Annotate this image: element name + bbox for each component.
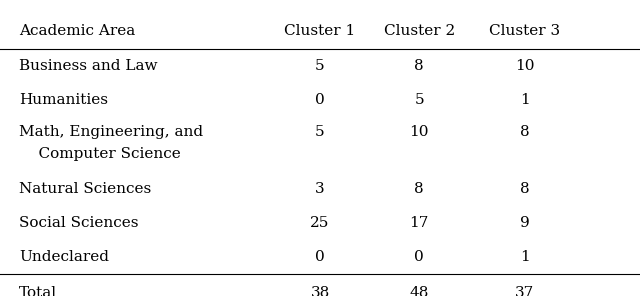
Text: Total: Total xyxy=(19,286,58,296)
Text: Business and Law: Business and Law xyxy=(19,59,157,73)
Text: Cluster 2: Cluster 2 xyxy=(383,24,455,38)
Text: Humanities: Humanities xyxy=(19,93,108,107)
Text: 9: 9 xyxy=(520,216,530,230)
Text: Cluster 1: Cluster 1 xyxy=(284,24,356,38)
Text: 5: 5 xyxy=(315,125,325,139)
Text: 38: 38 xyxy=(310,286,330,296)
Text: 0: 0 xyxy=(315,250,325,264)
Text: 0: 0 xyxy=(414,250,424,264)
Text: Computer Science: Computer Science xyxy=(19,147,181,161)
Text: Math, Engineering, and: Math, Engineering, and xyxy=(19,125,204,139)
Text: Natural Sciences: Natural Sciences xyxy=(19,182,152,196)
Text: Social Sciences: Social Sciences xyxy=(19,216,139,230)
Text: 10: 10 xyxy=(410,125,429,139)
Text: 17: 17 xyxy=(410,216,429,230)
Text: 8: 8 xyxy=(414,59,424,73)
Text: 5: 5 xyxy=(414,93,424,107)
Text: Undeclared: Undeclared xyxy=(19,250,109,264)
Text: 25: 25 xyxy=(310,216,330,230)
Text: 1: 1 xyxy=(520,93,530,107)
Text: Cluster 3: Cluster 3 xyxy=(489,24,561,38)
Text: Academic Area: Academic Area xyxy=(19,24,136,38)
Text: 48: 48 xyxy=(410,286,429,296)
Text: 8: 8 xyxy=(520,182,530,196)
Text: 8: 8 xyxy=(414,182,424,196)
Text: 5: 5 xyxy=(315,59,325,73)
Text: 10: 10 xyxy=(515,59,534,73)
Text: 37: 37 xyxy=(515,286,534,296)
Text: 1: 1 xyxy=(520,250,530,264)
Text: 3: 3 xyxy=(315,182,325,196)
Text: 0: 0 xyxy=(315,93,325,107)
Text: 8: 8 xyxy=(520,125,530,139)
